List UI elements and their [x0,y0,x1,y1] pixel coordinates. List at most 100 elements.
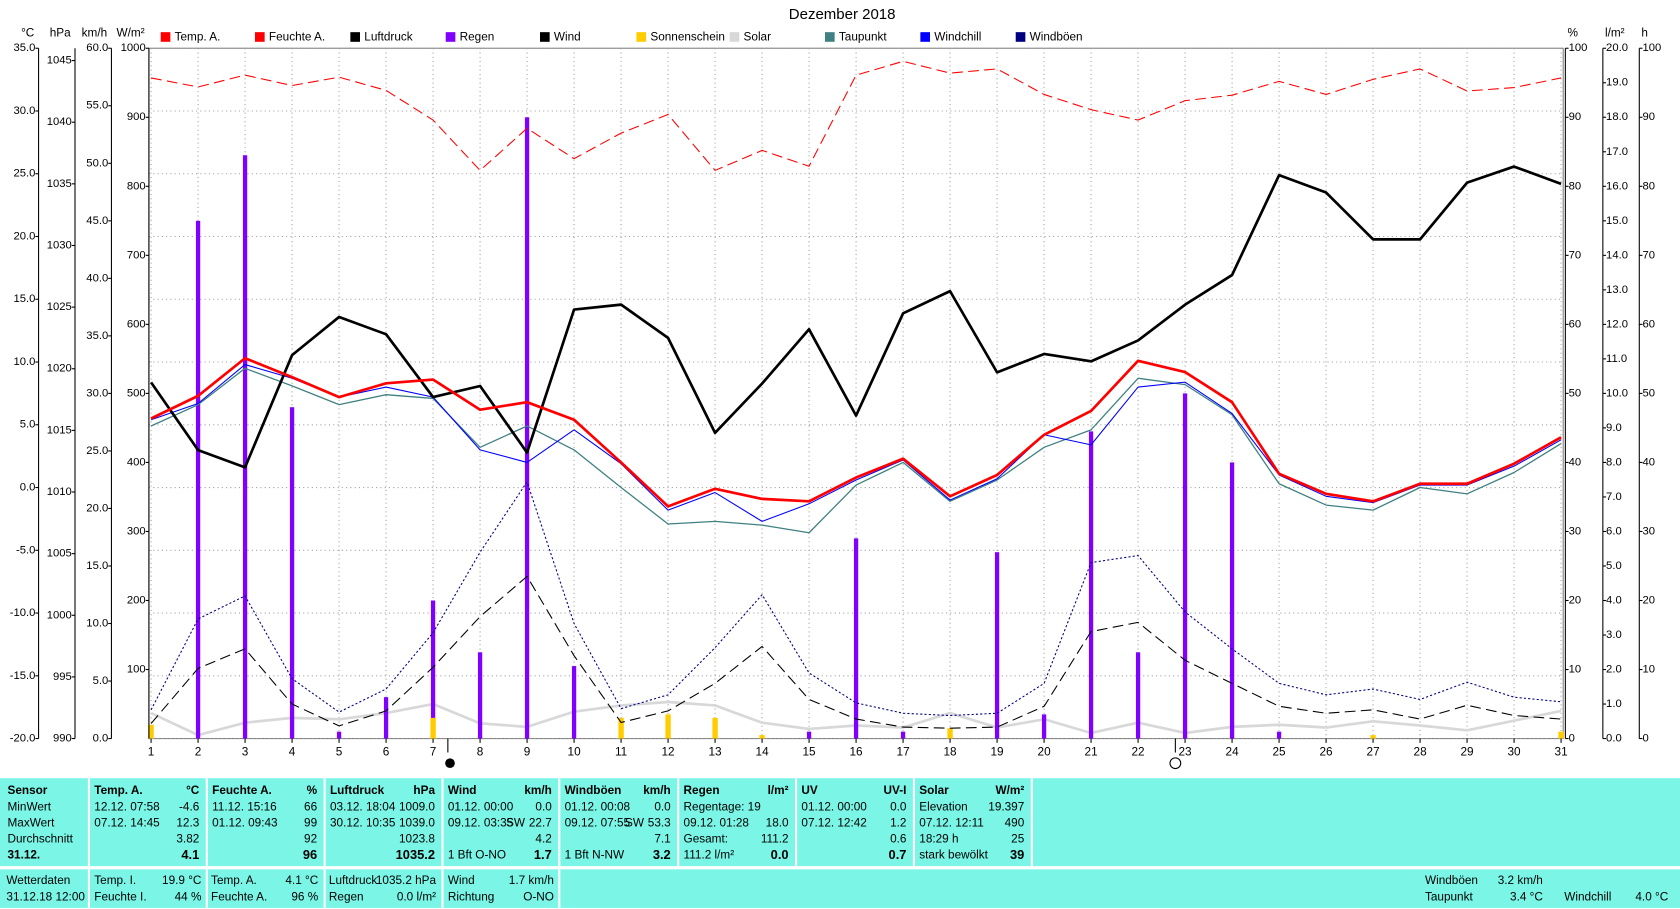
y-tick-label: 6.0 [1606,525,1622,537]
cell-label: 30.12. 10:35 [330,816,396,829]
x-tick-label: 27 [1367,746,1380,759]
cell-label: 09.12. 03:35 [448,816,514,829]
y-tick-label: 35.0 [13,42,35,54]
y-tick-label: 10 [1643,663,1656,675]
y-tick-label: 13.0 [1606,284,1628,296]
y-tick-label: 30.0 [13,105,35,117]
column-header: Windböen [565,784,622,797]
y-tick-label: 60 [1643,318,1656,330]
current-value: 3.2 km/h [1498,874,1543,887]
y-tick-label: 40 [1643,456,1656,468]
x-tick-label: 30 [1508,746,1522,759]
column-header: Luftdruck [330,784,385,797]
y-tick-label: 900 [127,111,146,123]
cell-value: 7.1 [654,832,670,845]
y-tick-label: 1045 [47,55,72,67]
column-header: Solar [919,784,949,797]
y-tick-label: 0.0 [93,733,109,745]
bar [665,714,671,739]
series-line [149,165,1562,469]
x-tick-label: 20 [1038,746,1052,759]
legend-label: Windchill [934,31,981,44]
y-tick-label: 1005 [47,548,72,560]
bar [1088,431,1094,739]
legend-swatch [255,32,265,42]
bar [994,552,1000,739]
bar [430,600,436,739]
cell-value: 99 [304,816,317,829]
cell-value: 22.7 [529,816,552,829]
x-tick-label: 16 [850,746,864,759]
y-tick-label: 5.0 [20,419,36,431]
bar [1229,462,1235,739]
y-tick-label: 50 [1569,387,1582,399]
cell-value: 1009.0 [399,800,435,813]
legend-swatch [350,32,360,42]
cell-value: 1023.8 [399,832,435,845]
y-tick-label: 1000 [47,609,72,621]
bar [336,731,342,739]
y-tick-label: 60 [1569,318,1582,330]
y-tick-label: 800 [127,180,146,192]
column-unit: km/h [643,784,670,797]
bar [1558,731,1564,739]
y-tick-label: 100 [127,663,146,675]
x-tick-label: 10 [568,746,582,759]
y-tick-label: 4.0 [1606,594,1622,606]
marks [148,60,1564,739]
x-tick-label: 26 [1320,746,1334,759]
current-title: Wetterdaten [6,874,70,887]
bar [853,538,859,739]
cell-label: 07.12. 14:45 [94,816,160,829]
x-tick-label: 5 [336,746,343,759]
y-tick-label: 14.0 [1606,249,1628,261]
y-tick-label: 45.0 [86,215,108,227]
y-tick-label: 1030 [47,239,72,251]
cell-label: MaxWert [8,816,56,829]
cell-value: 0.0 [890,800,907,813]
cell-value: 3.82 [176,832,199,845]
current-time: 31.12.18 12:00 [6,890,85,903]
bar [759,735,765,739]
bar [571,666,577,739]
cell-label: 1 Bft O-NO [448,849,506,862]
cell-label: 01.12. 00:00 [801,800,867,813]
bar [1182,393,1188,739]
bar [806,731,812,739]
x-tick-label: 3 [242,746,249,759]
axis-unit: hPa [50,26,71,39]
bar [900,731,906,739]
legend-swatch [540,32,550,42]
y-tick-label: 25.0 [86,445,108,457]
current-label: Temp. I. [94,874,136,887]
y-tick-label: 20 [1643,594,1656,606]
bar [383,697,389,739]
y-tick-label: 70 [1643,249,1656,261]
y-tick-label: 5.0 [93,675,109,687]
y-tick-label: 100 [1569,42,1588,54]
column-unit: hPa [413,784,435,797]
y-tick-label: -10.0 [10,607,36,619]
y-tick-label: 5.0 [1606,560,1622,572]
x-tick-label: 13 [709,746,723,759]
column-unit: km/h [524,784,551,797]
x-tick-label: 18 [944,746,958,759]
cell-label: 09.12. 07:55 [565,816,631,829]
current-value: 4.1 °C [285,874,318,887]
current-label: Wind [448,874,475,887]
x-tick-label: 1 [148,746,155,759]
cell-label: 07.12. 12:11 [919,816,984,829]
series-line [150,356,1562,508]
y-tick-label: 90 [1569,111,1582,123]
cell-label: 07.12. 12:42 [801,816,866,829]
legend-label: Temp. A. [175,31,221,44]
cell-label: 03.12. 18:04 [330,800,396,813]
column-unit: W/m² [996,784,1025,797]
current-value: 1.7 km/h [509,874,554,887]
cell-value: 4.2 [535,832,551,845]
cell-value: 1035.2 [396,847,435,862]
cell-value: 1.7 [534,847,552,862]
current-label: Windchill [1564,890,1611,903]
y-tick-label: 1000 [121,42,146,54]
